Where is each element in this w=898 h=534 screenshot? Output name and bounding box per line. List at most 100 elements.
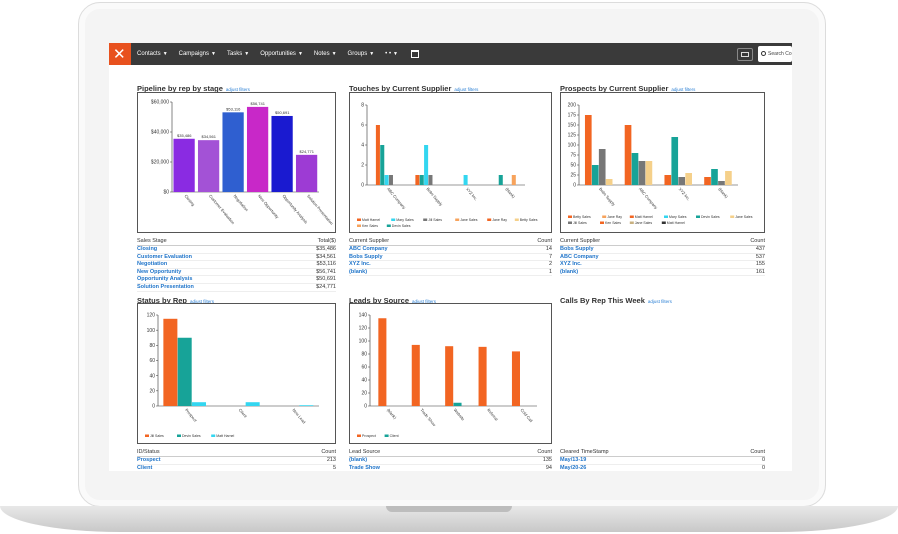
adjust-filters-link[interactable]: adjust filters xyxy=(671,87,696,92)
y-tick-label: 40 xyxy=(361,378,367,384)
column-header: Count xyxy=(537,238,552,244)
calendar-icon[interactable] xyxy=(411,50,419,58)
row-link[interactable]: Solution Presentation xyxy=(137,283,194,290)
table-header: Current Supplier Count xyxy=(560,238,765,246)
legend-label: Betty Sales xyxy=(520,218,538,222)
column-header: Count xyxy=(321,449,336,455)
row-link[interactable]: (blank) xyxy=(349,457,368,463)
table-row: Bobs Supply 7 xyxy=(349,254,552,262)
panel-title: Touches by Current Supplier xyxy=(349,84,452,93)
x-tick-label: Prospect xyxy=(184,407,199,423)
row-link[interactable]: Opportunity Analysis xyxy=(137,276,193,283)
chart-bar xyxy=(388,175,393,185)
search-input[interactable]: Search Co xyxy=(758,46,792,62)
adjust-filters-link[interactable]: adjust filters xyxy=(225,87,250,92)
nav-tasks[interactable]: Tasks ▼ xyxy=(226,51,250,57)
x-tick-label: XYZ Inc. xyxy=(465,186,479,201)
chart-bar xyxy=(384,175,389,185)
row-link[interactable]: Bobs Supply xyxy=(349,253,383,260)
row-link[interactable]: XYZ Inc. xyxy=(560,261,582,268)
status-chart: 0 20 40 60 80 100 120 Prospect Client New Lead Jil… xyxy=(137,303,336,444)
panel-title: Calls By Rep This Week xyxy=(560,296,645,305)
chart-bar xyxy=(671,137,679,185)
x-tick-label: Negotiation xyxy=(232,193,249,212)
x-tick-label: Bobs Supply xyxy=(598,186,616,206)
row-link[interactable]: Prospect xyxy=(137,457,161,463)
row-value: 94 xyxy=(545,464,552,471)
row-link[interactable]: (blank) xyxy=(560,268,579,275)
nav-contacts[interactable]: Contacts ▼ xyxy=(137,51,168,57)
row-link[interactable]: (blank) xyxy=(349,268,368,275)
chart-bar xyxy=(511,351,520,406)
chart-bar xyxy=(375,125,380,185)
chart-bar xyxy=(598,149,606,185)
legend-label: Jane Sales xyxy=(735,215,753,219)
nav-groups[interactable]: Groups ▼ xyxy=(347,51,375,57)
x-tick-label: ABC Company xyxy=(638,186,659,209)
nav-opportunities[interactable]: Opportunities ▼ xyxy=(260,51,303,57)
chart-bar xyxy=(428,175,433,185)
top-nav-bar: ✕ Contacts ▼ Campaigns ▼ Tasks ▼ Opportunit… xyxy=(109,43,792,65)
row-value: 537 xyxy=(755,253,765,260)
row-link[interactable]: Client xyxy=(137,464,153,471)
legend-swatch xyxy=(664,215,668,218)
legend-swatch xyxy=(629,221,634,224)
chart-bar xyxy=(299,405,314,406)
adjust-filters-link[interactable]: adjust filters xyxy=(190,299,215,304)
app-logo[interactable]: ✕ xyxy=(109,43,131,65)
row-link[interactable]: Closing xyxy=(137,246,158,252)
y-tick-label: 2 xyxy=(361,163,364,169)
adjust-filters-link[interactable]: adjust filters xyxy=(454,87,479,92)
y-tick-label: 20 xyxy=(149,389,155,395)
calls-table: Cleared TimeStamp Count May/13-19 0 May/20-2… xyxy=(560,449,765,471)
row-link[interactable]: May/13-19 xyxy=(560,457,587,463)
printer-icon[interactable] xyxy=(737,48,753,61)
x-tick-label: New Opportunity xyxy=(257,193,280,219)
table-row: (blank) 161 xyxy=(560,269,765,277)
legend-swatch xyxy=(357,224,361,227)
row-link[interactable]: May/20-26 xyxy=(560,464,587,471)
legend-swatch xyxy=(661,221,666,224)
nav-more[interactable]: • • ▼ xyxy=(385,51,398,57)
row-link[interactable]: Customer Evaluation xyxy=(137,253,193,260)
column-header: Current Supplier xyxy=(349,238,390,244)
row-link[interactable]: Bobs Supply xyxy=(560,246,594,252)
column-header: Count xyxy=(750,238,765,244)
chart-bar xyxy=(718,181,725,185)
legend-swatch xyxy=(384,434,389,437)
nav-campaigns[interactable]: Campaigns ▼ xyxy=(178,51,216,57)
nav-notes[interactable]: Notes ▼ xyxy=(313,51,337,57)
row-link[interactable]: Negotiation xyxy=(137,261,168,268)
data-label: $35,486 xyxy=(177,133,192,138)
column-header: Cleared TimeStamp xyxy=(560,449,609,455)
adjust-filters-link[interactable]: adjust filters xyxy=(647,299,672,304)
row-value: $56,741 xyxy=(316,268,336,275)
legend-swatch xyxy=(602,215,607,218)
row-link[interactable]: Trade Show xyxy=(349,464,380,471)
legend-swatch xyxy=(696,215,700,218)
row-link[interactable]: ABC Company xyxy=(349,246,388,252)
chart-bar xyxy=(645,161,653,185)
data-label: $50,691 xyxy=(275,110,290,115)
column-header: Sales Stage xyxy=(137,238,167,244)
row-link[interactable]: ABC Company xyxy=(560,253,599,260)
legend-label: Jane Ray xyxy=(492,218,507,222)
main-nav: Contacts ▼ Campaigns ▼ Tasks ▼ Opportunitie… xyxy=(137,43,419,65)
chart-bar xyxy=(295,154,318,192)
legend-label: Devin Sales xyxy=(701,215,720,219)
chart-bar xyxy=(222,112,244,192)
row-link[interactable]: XYZ Inc. xyxy=(349,261,371,268)
column-header: Lead Source xyxy=(349,449,381,455)
x-tick-label: Trade Show xyxy=(419,407,437,427)
legend-swatch xyxy=(391,218,396,221)
panel-touches: Touches by Current Supplier adjust filter… xyxy=(349,84,565,93)
legend-label: Devin Sales xyxy=(392,224,411,228)
x-tick-label: ABC Company xyxy=(386,186,407,209)
adjust-filters-link[interactable]: adjust filters xyxy=(412,299,437,304)
table-header: Sales Stage Total($) xyxy=(137,238,336,246)
table-row: ABC Company 14 xyxy=(349,246,552,254)
row-link[interactable]: New Opportunity xyxy=(137,268,182,275)
prospects-chart: 0 25 50 75 100 125 150 175 200 Bobs Supply ABC Com… xyxy=(560,92,765,233)
chart-bar xyxy=(197,140,220,192)
chart-svg: $0 $20,000 $40,000 $60,000 $35,486 Closing $34… xyxy=(151,100,334,226)
